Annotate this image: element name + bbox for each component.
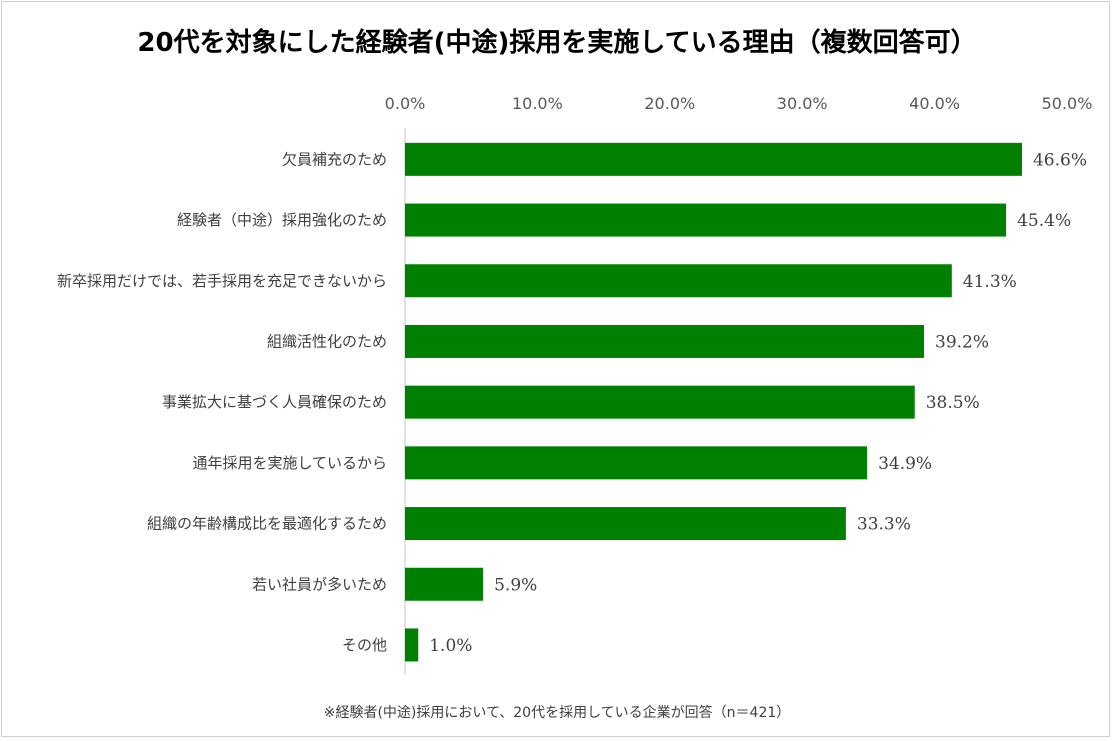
- category-label: 新卒採用だけでは、若手採用を充足できないから: [57, 272, 387, 290]
- chart-note: ※経験者(中途)採用において、20代を採用している企業が回答（n＝421）: [323, 705, 791, 721]
- data-label: 45.4%: [1017, 211, 1071, 231]
- bar: [405, 446, 868, 480]
- category-label: その他: [342, 636, 387, 654]
- x-tick-label: 50.0%: [1042, 94, 1093, 113]
- data-label: 46.6%: [1033, 150, 1087, 170]
- bar: [405, 385, 915, 419]
- bar: [405, 567, 484, 601]
- chart-title: 20代を対象にした経験者(中途)採用を実施している理由（複数回答可）: [137, 28, 977, 58]
- x-tick-label: 10.0%: [512, 94, 563, 113]
- x-tick-label: 40.0%: [909, 94, 960, 113]
- bar: [405, 507, 846, 541]
- data-label: 39.2%: [935, 332, 989, 352]
- bar: [405, 324, 925, 358]
- data-label: 38.5%: [926, 393, 980, 413]
- data-label: 34.9%: [878, 454, 932, 474]
- category-label: 欠員補充のため: [282, 150, 387, 168]
- category-label: 事業拡大に基づく人員確保のため: [162, 393, 387, 411]
- data-label: 41.3%: [963, 272, 1017, 292]
- x-tick-label: 0.0%: [385, 94, 426, 113]
- x-tick-label: 20.0%: [644, 94, 695, 113]
- bar: [405, 203, 1007, 237]
- data-label: 5.9%: [494, 575, 537, 595]
- category-label: 組織活性化のため: [267, 332, 387, 350]
- category-label: 組織の年齢構成比を最適化するため: [147, 515, 387, 533]
- category-label: 若い社員が多いため: [252, 575, 387, 593]
- x-tick-label: 30.0%: [777, 94, 828, 113]
- data-label: 33.3%: [857, 515, 911, 535]
- bar: [405, 264, 952, 298]
- data-label: 1.0%: [429, 636, 472, 656]
- category-label: 経験者（中途）採用強化のため: [177, 211, 387, 229]
- bar: [405, 142, 1022, 176]
- category-label: 通年採用を実施しているから: [192, 454, 387, 472]
- bar: [405, 628, 419, 662]
